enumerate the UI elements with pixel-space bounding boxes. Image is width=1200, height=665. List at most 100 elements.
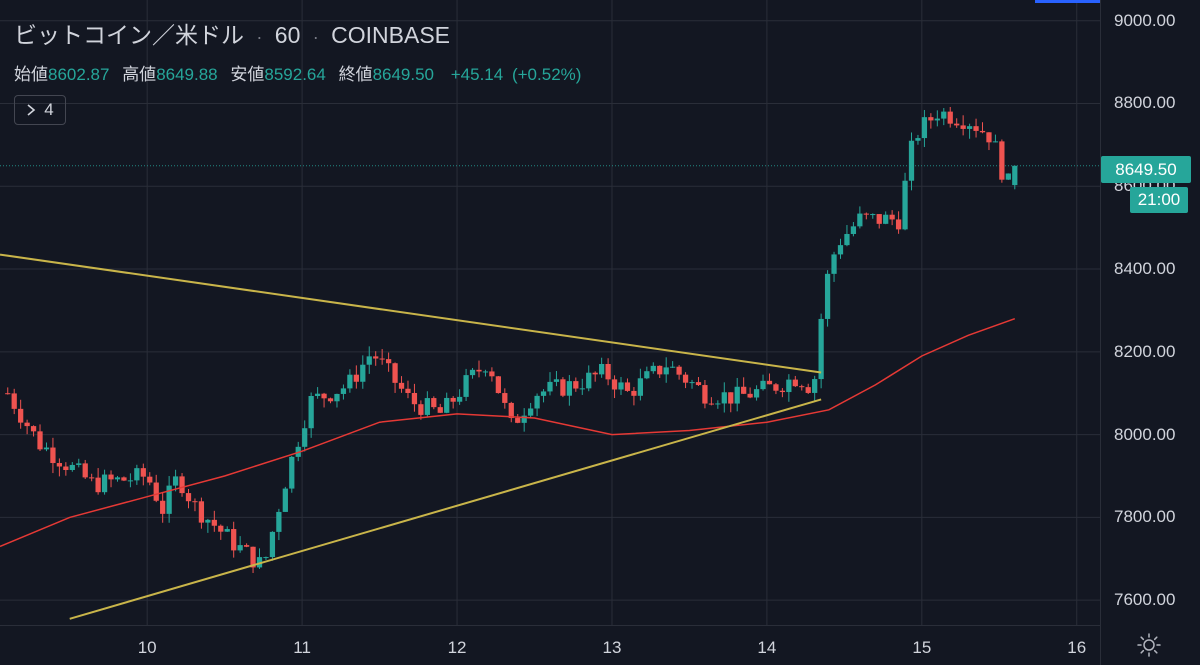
candle-up [282, 488, 288, 512]
last-price-badge: 8649.50 [1101, 156, 1191, 183]
candle-up [534, 395, 540, 409]
candle-up [689, 382, 695, 384]
candle-up [553, 379, 560, 382]
candle-up [786, 379, 792, 393]
candle-up [43, 447, 50, 450]
candle-down [592, 372, 598, 375]
candle-down [321, 393, 327, 399]
candle-up [263, 557, 269, 559]
low-value: 8592.64 [264, 65, 326, 84]
moving-average-line [0, 317, 1016, 548]
candle-up [618, 382, 624, 390]
candle-down [502, 393, 508, 403]
ohlc-legend: 始値8602.87 高値8649.88 安値8592.64 終値8649.50 … [14, 60, 581, 85]
candle-up [921, 117, 928, 139]
price-tick-label: 8000.00 [1114, 424, 1176, 444]
settings-icon[interactable] [1136, 632, 1162, 658]
candle-down [947, 111, 953, 124]
candle-down [682, 374, 689, 383]
candle-up [753, 389, 760, 398]
candle-up [366, 356, 372, 365]
candle-down [605, 363, 611, 380]
candle-up [521, 415, 527, 423]
candle-up [314, 393, 321, 396]
chevron-right-icon [27, 104, 36, 116]
candle-up [579, 388, 585, 390]
candle-down [766, 380, 773, 385]
candle-up [760, 380, 766, 390]
candle-down [218, 525, 224, 532]
candle-down [95, 477, 101, 493]
candle-up [360, 364, 366, 382]
candle-down [495, 376, 501, 394]
candle-up [670, 366, 676, 368]
price-tick-label: 8800.00 [1114, 93, 1176, 113]
candle-down [741, 386, 747, 394]
separator-dot: · [256, 27, 263, 47]
candle-down [18, 408, 24, 423]
candle-up [824, 273, 831, 319]
candle-up [644, 371, 650, 379]
price-axis[interactable] [1100, 0, 1200, 665]
candle-up [650, 365, 656, 372]
candle-down [353, 374, 359, 382]
candle-down [657, 365, 663, 375]
candle-down [153, 482, 159, 501]
candle-up [1005, 173, 1011, 180]
candle-down [515, 418, 521, 423]
exchange-label: COINBASE [331, 22, 451, 48]
candle-up [831, 254, 837, 274]
candle-up [127, 480, 134, 482]
chart-canvas[interactable] [0, 0, 1100, 625]
candle-up [966, 126, 973, 129]
candle-down [695, 382, 702, 386]
candle-down [373, 356, 379, 359]
candle-down [573, 381, 579, 389]
high-label: 高値 [122, 65, 157, 84]
candle-up [721, 392, 727, 404]
candle-down [405, 388, 411, 393]
candle-up [837, 245, 844, 255]
candle-down [147, 476, 153, 483]
candle-down [243, 545, 250, 547]
candle-up [1012, 165, 1018, 186]
candle-up [172, 476, 179, 486]
candle-up [289, 456, 295, 489]
trendline-upper [0, 253, 822, 374]
candle-down [805, 387, 811, 393]
candle-up [818, 318, 824, 380]
candle-down [185, 493, 192, 502]
candle-down [37, 431, 43, 450]
candle-down [895, 219, 902, 230]
time-tick-label: 16 [1067, 638, 1087, 657]
candle-down [986, 132, 992, 143]
indicator-toggle-button[interactable]: 4 [14, 95, 66, 125]
candle-up [599, 363, 605, 375]
candle-up [269, 531, 276, 558]
candle-down [63, 466, 69, 471]
candle-up [424, 398, 430, 415]
candle-up [256, 557, 263, 568]
candle-up [469, 369, 476, 376]
candle-down [560, 379, 566, 396]
candle-up [334, 393, 340, 402]
candle-up [915, 138, 921, 141]
time-axis[interactable] [0, 625, 1100, 665]
candle-down [140, 468, 146, 477]
candle-up [302, 428, 308, 447]
candle-up [456, 396, 463, 402]
time-tick-label: 15 [912, 638, 932, 657]
candle-up [166, 485, 172, 514]
candle-down [327, 398, 334, 402]
candle-down [30, 426, 37, 432]
candle-up [857, 213, 863, 227]
candle-down [450, 397, 456, 402]
open-value: 8602.87 [48, 65, 110, 84]
candle-down [779, 390, 786, 393]
candle-up [528, 408, 534, 416]
candle-down [198, 501, 205, 523]
candle-down [192, 501, 198, 503]
interval-label: 60 [274, 22, 301, 48]
candle-down [385, 359, 392, 364]
